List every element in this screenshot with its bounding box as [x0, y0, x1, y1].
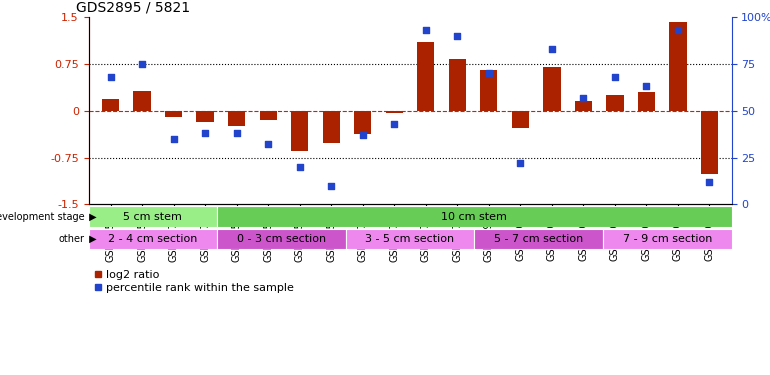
Text: 5 - 7 cm section: 5 - 7 cm section — [494, 234, 583, 244]
Bar — [196, 111, 214, 122]
Bar — [417, 42, 434, 111]
Point — [293, 164, 306, 170]
Bar — [638, 92, 655, 111]
Legend: log2 ratio, percentile rank within the sample: log2 ratio, percentile rank within the s… — [94, 270, 294, 294]
Bar — [133, 91, 151, 111]
Bar — [217, 206, 731, 227]
Bar — [165, 111, 182, 117]
Text: 3 - 5 cm section: 3 - 5 cm section — [366, 234, 454, 244]
Bar — [386, 111, 403, 113]
Bar — [346, 229, 474, 249]
Point — [703, 179, 715, 185]
Point — [451, 33, 464, 39]
Bar — [323, 111, 340, 143]
Point — [136, 61, 149, 67]
Bar — [228, 111, 246, 126]
Point — [168, 136, 180, 142]
Bar — [543, 67, 561, 111]
Point — [609, 74, 621, 80]
Bar — [606, 95, 624, 111]
Bar — [89, 229, 217, 249]
Bar — [603, 229, 731, 249]
Bar — [512, 111, 529, 128]
Text: 0 - 3 cm section: 0 - 3 cm section — [237, 234, 326, 244]
Text: development stage: development stage — [0, 211, 85, 222]
Text: 5 cm stem: 5 cm stem — [123, 211, 182, 222]
Point — [514, 160, 527, 166]
Point — [230, 130, 243, 136]
Point — [199, 130, 211, 136]
Point — [357, 132, 369, 138]
Bar — [574, 101, 592, 111]
Bar — [480, 70, 497, 111]
Bar — [217, 229, 346, 249]
Text: 10 cm stem: 10 cm stem — [441, 211, 507, 222]
Bar — [474, 229, 603, 249]
Point — [388, 121, 400, 127]
Point — [546, 46, 558, 52]
Bar — [449, 59, 466, 111]
Text: GDS2895 / 5821: GDS2895 / 5821 — [75, 0, 190, 14]
Bar — [354, 111, 371, 134]
Text: 7 - 9 cm section: 7 - 9 cm section — [622, 234, 712, 244]
Bar — [701, 111, 718, 174]
Bar — [669, 22, 687, 111]
Text: ▶: ▶ — [86, 211, 97, 222]
Point — [640, 83, 652, 89]
Bar — [89, 206, 217, 227]
Point — [325, 183, 337, 189]
Text: 2 - 4 cm section: 2 - 4 cm section — [108, 234, 198, 244]
Point — [578, 94, 590, 100]
Point — [483, 70, 495, 76]
Point — [262, 141, 274, 147]
Text: ▶: ▶ — [86, 234, 97, 244]
Point — [671, 27, 684, 33]
Text: other: other — [59, 234, 85, 244]
Bar — [102, 99, 119, 111]
Bar — [291, 111, 308, 151]
Bar — [259, 111, 277, 120]
Point — [420, 27, 432, 33]
Point — [105, 74, 117, 80]
